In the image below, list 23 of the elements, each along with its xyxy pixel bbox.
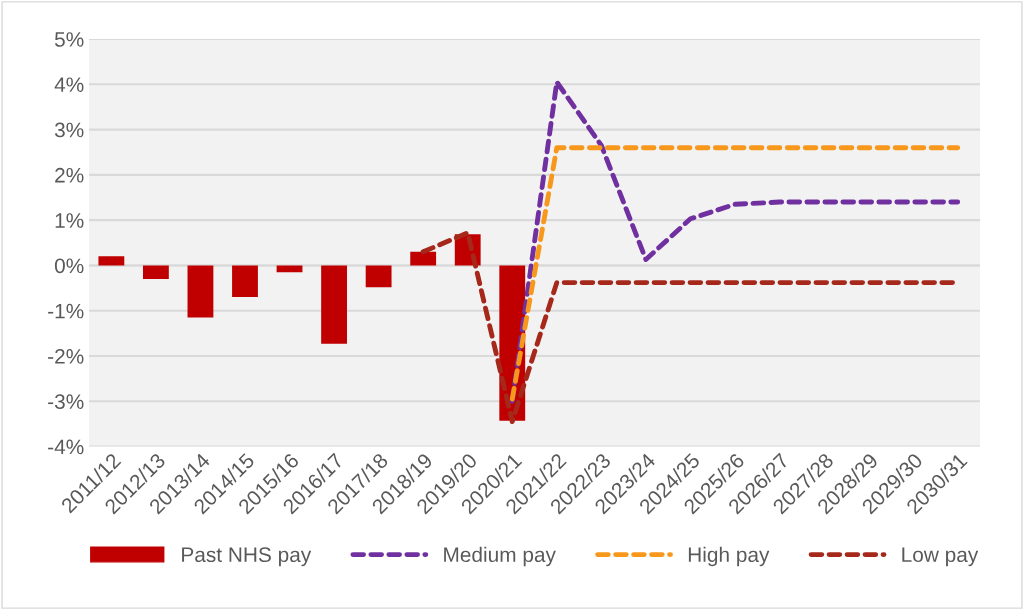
y-tick-label: -4% xyxy=(48,439,84,455)
legend-label: Medium pay xyxy=(444,546,556,567)
y-tick-label: 1% xyxy=(55,213,84,228)
bar xyxy=(321,265,347,344)
y-tick-label: 0% xyxy=(54,258,84,274)
bar xyxy=(232,265,258,298)
y-tick-label: -2% xyxy=(48,348,84,364)
legend-label: Past NHS pay xyxy=(182,547,312,567)
y-tick-label: -1% xyxy=(48,303,84,319)
line-series xyxy=(509,79,961,404)
legend-label: High pay xyxy=(688,546,770,567)
bar xyxy=(98,256,125,266)
y-tick-label: 5% xyxy=(54,32,84,47)
y-tick-label: 3% xyxy=(54,122,84,138)
bar xyxy=(410,251,437,266)
bar xyxy=(276,265,303,273)
bar xyxy=(187,265,214,318)
bar xyxy=(142,265,169,279)
y-tick-label: 4% xyxy=(54,77,84,92)
bar xyxy=(365,265,392,288)
y-tick-label: -3% xyxy=(48,394,84,409)
y-tick-label: 2% xyxy=(55,167,84,183)
legend-label: Low pay xyxy=(902,547,979,567)
